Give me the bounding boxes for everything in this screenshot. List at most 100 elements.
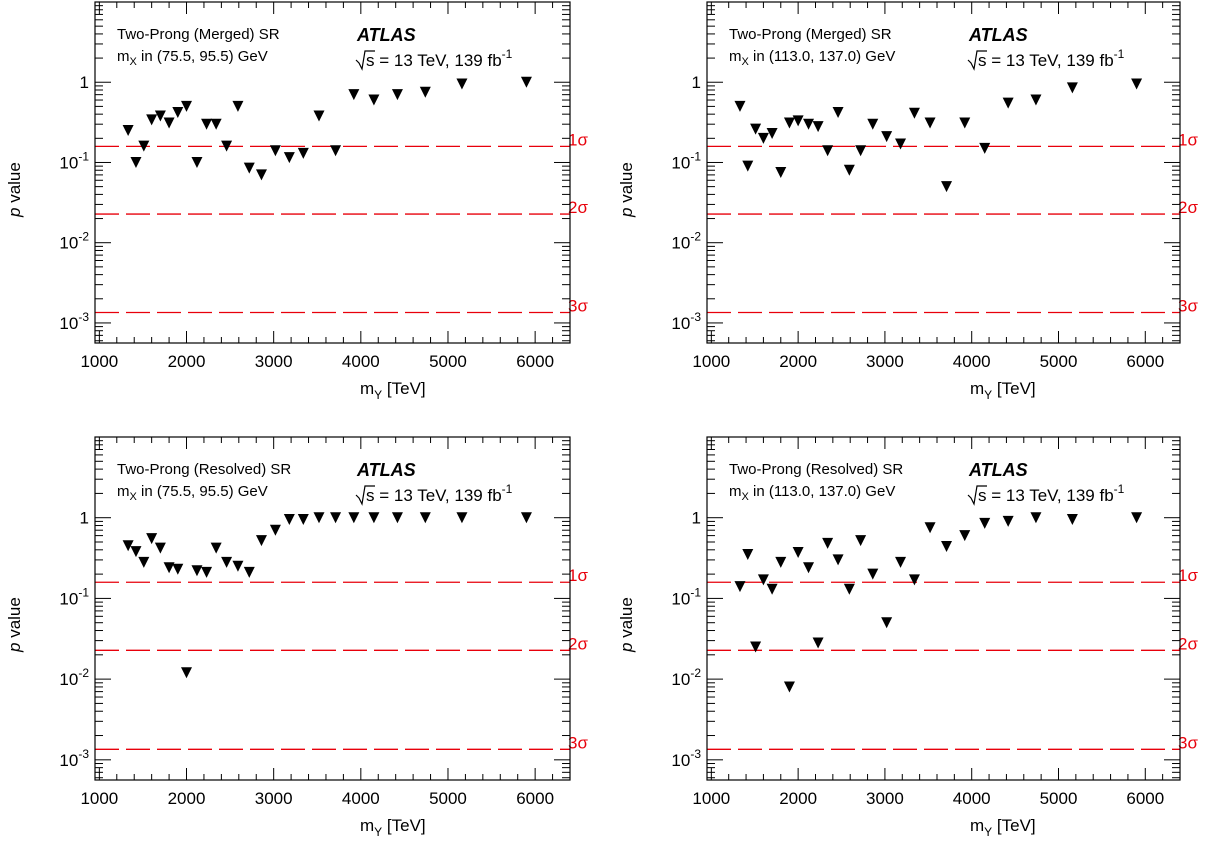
x-tick-label: 3000: [866, 352, 904, 371]
y-tick-base: 10: [671, 670, 690, 689]
y-tick-base: 10: [59, 314, 78, 333]
data-point: [822, 145, 834, 157]
x-tick-label: 5000: [429, 352, 467, 371]
energy-lumi-exponent: -1: [502, 482, 513, 496]
data-point: [843, 583, 855, 595]
significance-label-1: 1σ: [568, 566, 588, 585]
x-axis-label: mY [TeV]: [970, 379, 1036, 402]
significance-label-2: 2σ: [568, 198, 588, 217]
mass-window-label: mX in (113.0, 137.0) GeV: [729, 483, 895, 503]
data-point: [812, 637, 824, 649]
significance-label-2: 2σ: [568, 634, 588, 653]
y-axis-label-rest: value: [5, 597, 24, 642]
y-tick-label: 10-1: [59, 585, 89, 608]
data-point: [766, 583, 778, 595]
y-tick-base: 10: [59, 751, 78, 770]
x-axis-label-sub: Y: [374, 388, 382, 402]
data-point: [269, 524, 281, 536]
energy-lumi-exponent: -1: [1114, 47, 1125, 61]
data-point: [232, 560, 244, 572]
y-tick-exponent: -2: [78, 666, 89, 680]
x-tick-label: 2000: [779, 789, 817, 808]
y-tick-base: 10: [59, 589, 78, 608]
data-point: [979, 142, 991, 154]
x-tick-label: 1000: [80, 352, 118, 371]
data-point: [201, 118, 213, 130]
x-tick-label: 3000: [255, 789, 293, 808]
plot-frame: [94, 436, 571, 781]
sqrt-sign: [355, 485, 375, 506]
y-tick-label: 10-2: [671, 666, 701, 689]
data-point: [924, 522, 936, 534]
x-tick-label: 4000: [953, 352, 991, 371]
significance-label-3: 3σ: [1178, 296, 1198, 315]
data-point: [201, 566, 213, 578]
mass-window-prefix: m: [729, 483, 742, 500]
data-point: [221, 140, 233, 152]
data-point: [979, 517, 991, 529]
x-tick-label: 6000: [1126, 789, 1164, 808]
y-tick-base: 10: [671, 314, 690, 333]
data-point: [766, 127, 778, 139]
x-tick-label: 5000: [429, 789, 467, 808]
y-tick-label: 10-1: [59, 149, 89, 172]
data-point: [368, 94, 380, 106]
plot-frame: [94, 1, 571, 344]
data-point: [191, 156, 203, 168]
data-point: [783, 681, 795, 693]
energy-lumi-text: s = 13 TeV, 139 fb: [366, 486, 502, 505]
sqrt-sign: [355, 50, 375, 71]
significance-label-1: 1σ: [1178, 566, 1198, 585]
x-axis-label-sub: Y: [984, 825, 992, 839]
y-tick-exponent: -2: [690, 666, 701, 680]
mass-window-sub: X: [742, 491, 750, 503]
energy-lumi-exponent: -1: [1114, 482, 1125, 496]
data-point: [867, 118, 879, 130]
y-axis-label: p value: [617, 597, 636, 653]
data-point: [419, 86, 431, 98]
energy-lumi-text: s = 13 TeV, 139 fb: [366, 51, 502, 70]
data-points: [122, 512, 532, 679]
mass-window-label: mX in (113.0, 137.0) GeV: [729, 48, 895, 68]
data-point: [269, 145, 281, 157]
data-point: [775, 556, 787, 568]
data-point: [163, 562, 175, 574]
data-point: [855, 535, 867, 547]
data-point: [843, 164, 855, 176]
significance-label-3: 3σ: [1178, 733, 1198, 752]
data-point: [154, 110, 166, 122]
x-axis-label-main: m: [970, 816, 984, 835]
x-tick-label: 2000: [168, 789, 206, 808]
data-point: [734, 100, 746, 112]
data-point: [368, 512, 380, 524]
data-point: [941, 181, 953, 193]
y-tick-label: 10-1: [671, 149, 701, 172]
y-tick-label: 10-3: [59, 747, 89, 770]
significance-label-3: 3σ: [568, 296, 588, 315]
experiment-label: ATLAS: [356, 460, 416, 480]
data-point: [348, 89, 360, 101]
energy-lumi-label: s = 13 TeV, 139 fb-1: [366, 47, 513, 70]
data-point: [138, 556, 150, 568]
data-point: [1131, 512, 1143, 524]
data-point: [243, 566, 255, 578]
experiment-label: ATLAS: [356, 25, 416, 45]
x-tick-label: 4000: [953, 789, 991, 808]
data-point: [757, 132, 769, 144]
data-point: [867, 568, 879, 580]
data-point: [941, 540, 953, 552]
data-point: [172, 563, 184, 575]
x-axis-label-rest: [TeV]: [382, 379, 425, 398]
x-tick-label: 2000: [168, 352, 206, 371]
x-tick-label: 1000: [692, 352, 730, 371]
x-tick-label: 5000: [1040, 789, 1078, 808]
y-tick-base: 10: [671, 751, 690, 770]
region-title: Two-Prong (Resolved) SR: [729, 461, 903, 478]
data-point: [122, 125, 134, 137]
y-tick-base: 10: [671, 589, 690, 608]
data-point: [1030, 94, 1042, 106]
